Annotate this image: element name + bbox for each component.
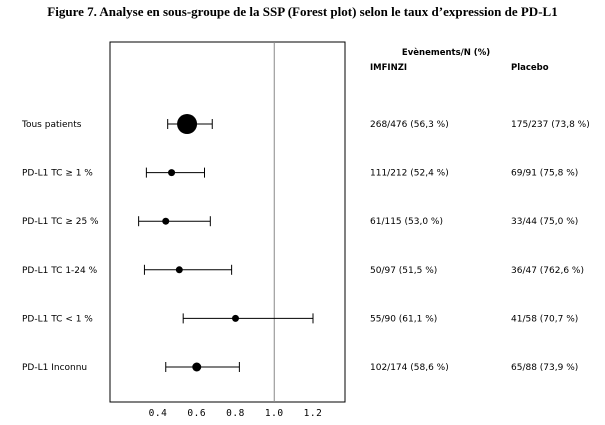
placebo-value: 36/47 (762,6 %) [511, 266, 584, 276]
x-tick-label: 1.2 [304, 408, 323, 419]
placebo-value: 41/58 (70,7 %) [511, 314, 578, 324]
placebo-value: 33/44 (75,0 %) [511, 217, 578, 227]
point-estimate [192, 362, 202, 372]
imfinzi-value: 268/476 (56,3 %) [370, 120, 449, 130]
imfinzi-value: 55/90 (61,1 %) [370, 314, 437, 324]
imfinzi-value: 102/174 (58,6 %) [370, 363, 449, 373]
x-tick-label: 0.8 [226, 408, 245, 419]
header-imfinzi: IMFINZI [370, 63, 407, 73]
figure-title: Figure 7. Analyse en sous-groupe de la S… [47, 4, 558, 19]
plot-frame [109, 41, 346, 403]
row-label: PD-L1 TC < 1 % [22, 314, 93, 324]
imfinzi-value: 50/97 (51,5 %) [370, 266, 437, 276]
x-axis-ticks: 0.4 0.6 0.8 1.0 1.2 [149, 408, 323, 419]
point-estimate [175, 266, 183, 274]
point-estimate [232, 314, 239, 322]
header-placebo: Placebo [511, 63, 549, 73]
imfinzi-value: 61/115 (53,0 %) [370, 217, 443, 227]
row-label: PD-L1 TC 1-24 % [22, 266, 98, 276]
row-label: PD-L1 TC ≥ 1 % [22, 169, 93, 179]
placebo-value: 69/91 (75,8 %) [511, 169, 578, 179]
imfinzi-value: 111/212 (52,4 %) [370, 169, 449, 179]
placebo-value: 65/88 (73,9 %) [511, 363, 578, 373]
point-estimate [168, 169, 176, 177]
forest-rows: Tous patients 268/476 (56,3 %) 175/237 (73… [21, 114, 590, 373]
row-label: Tous patients [21, 120, 82, 130]
point-estimate [177, 114, 198, 134]
x-tick-label: 1.0 [265, 408, 284, 419]
row-label: PD-L1 TC ≥ 25 % [22, 217, 99, 227]
header-events: Evènements/N (%) [402, 47, 490, 58]
x-tick-label: 0.6 [187, 408, 206, 419]
placebo-value: 175/237 (73,8 %) [511, 120, 590, 130]
point-estimate [162, 217, 170, 225]
row-label: PD-L1 Inconnu [22, 363, 87, 373]
x-tick-label: 0.4 [149, 408, 168, 419]
